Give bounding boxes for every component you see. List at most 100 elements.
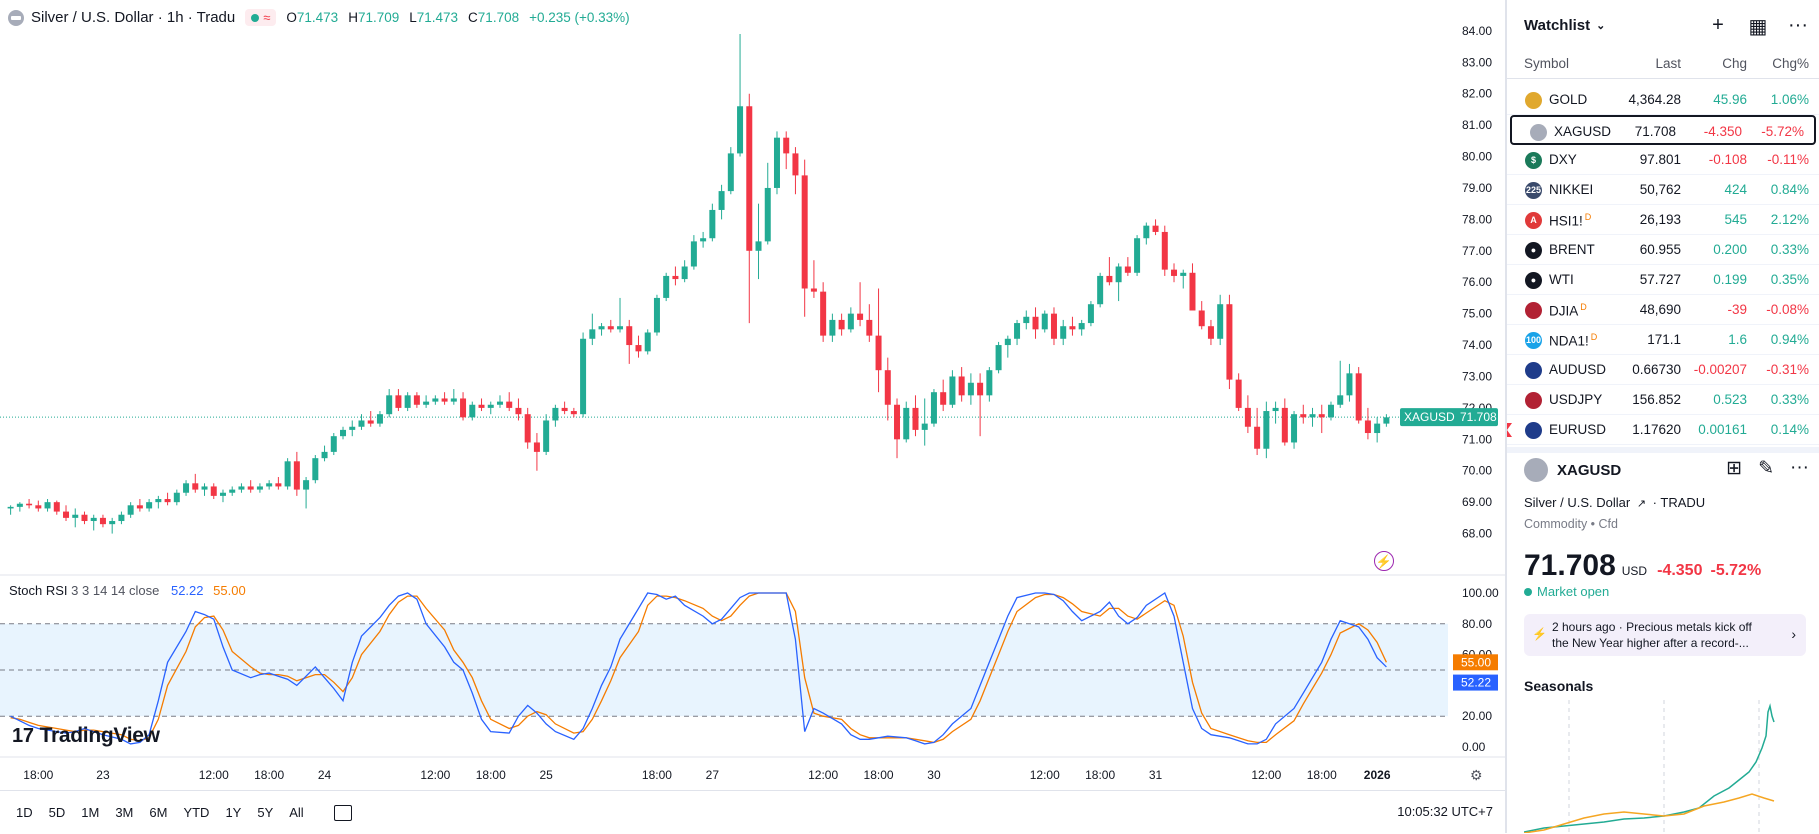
range-1d-button[interactable]: 1D — [16, 805, 33, 820]
tradingview-logo[interactable]: 17 TradingView — [12, 724, 160, 748]
seasonals-chart[interactable] — [1524, 700, 1809, 833]
candle-body — [81, 514, 88, 522]
add-symbol-plus-icon[interactable]: + — [1712, 14, 1724, 36]
candle-body — [1226, 304, 1233, 380]
watchlist-row-audusd[interactable]: AUDUSD 0.66730 -0.00207 -0.31% — [1507, 355, 1819, 385]
data-status-badge[interactable]: ≈ — [245, 9, 277, 26]
time-axis-label: 18:00 — [254, 768, 284, 782]
watchlist-pct: -5.72% — [1761, 124, 1804, 139]
watchlist-row-brent[interactable]: ● BRENT 60.955 0.200 0.33% — [1507, 235, 1819, 265]
col-last[interactable]: Last — [1655, 56, 1681, 71]
details-price: 71.708 — [1524, 549, 1616, 582]
tradingview-mark-icon: 17 — [12, 724, 34, 747]
seasonals-line-green — [1524, 703, 1775, 833]
time-axis-label: 18:00 — [1085, 768, 1115, 782]
news-line-1: 2 hours ago · Precious metals kick off — [1552, 620, 1752, 634]
panel-divider[interactable] — [1507, 447, 1819, 453]
range-ytd-button[interactable]: YTD — [183, 805, 210, 820]
details-price-row: 71.708 USD -4.350 -5.72% — [1524, 549, 1761, 583]
silver-icon — [1524, 458, 1548, 482]
range-6m-button[interactable]: 6M — [149, 805, 168, 820]
price-tick-label: 80.00 — [1462, 150, 1492, 164]
details-name[interactable]: Silver / U.S. Dollar — [1524, 495, 1631, 510]
settings-gear-icon[interactable]: ⚙ — [1470, 767, 1483, 783]
watchlist-row-djia[interactable]: DJIA D 48,690 -39 -0.08% — [1507, 295, 1819, 325]
details-type: Commodity • Cfd — [1524, 517, 1618, 531]
external-link-icon[interactable]: ↗ — [1636, 498, 1647, 510]
watchlist-row-wti[interactable]: ● WTI 57.727 0.199 0.35% — [1507, 265, 1819, 295]
col-chg[interactable]: Chg — [1722, 56, 1747, 71]
details-toolbar: ⊞ ✎ ··· — [1726, 457, 1809, 480]
time-axis-label: 12:00 — [808, 768, 838, 782]
watchlist-row-dxy[interactable]: $ DXY 97.801 -0.108 -0.11% — [1507, 145, 1819, 175]
watchlist-last: 71.708 — [1634, 124, 1676, 139]
candle-body — [598, 326, 605, 330]
candle-body — [1171, 269, 1178, 276]
candle-body — [413, 395, 420, 405]
candle-body — [7, 506, 14, 509]
seasonals-title[interactable]: Seasonals — [1524, 678, 1594, 694]
range-all-button[interactable]: All — [289, 805, 304, 820]
watchlist-row-eurusd[interactable]: EURUSD 1.17620 0.00161 0.14% — [1507, 415, 1819, 445]
candle-body — [570, 411, 577, 415]
price-chart[interactable]: 84.00 83.00 82.00 81.00 80.00 79.00 78.00 77.00… — [0, 0, 1505, 790]
watchlist-last: 0.66730 — [1632, 362, 1681, 377]
candle-body — [118, 514, 125, 522]
price-tick-label: 73.00 — [1462, 369, 1492, 383]
more-options-icon[interactable]: ··· — [1788, 14, 1808, 36]
edit-note-icon[interactable]: ✎ — [1758, 458, 1775, 479]
range-3m-button[interactable]: 3M — [115, 805, 134, 820]
details-exchange[interactable]: TRADU — [1660, 495, 1706, 510]
candle-body — [672, 275, 679, 280]
candle-body — [1346, 373, 1353, 396]
candle-body — [72, 514, 79, 518]
brent-drop-icon: ● — [1525, 242, 1542, 259]
watchlist-row-gold[interactable]: GOLD 4,364.28 45.96 1.06% — [1507, 85, 1819, 115]
details-more-icon[interactable]: ··· — [1790, 457, 1809, 478]
lightning-icon[interactable]: ⚡ — [1374, 551, 1394, 571]
candle-body — [1244, 407, 1251, 427]
watchlist-title-dropdown[interactable]: Watchlist ⌄ — [1524, 17, 1605, 34]
flag-marker-icon[interactable] — [1507, 423, 1512, 437]
price-tick-label: 68.00 — [1462, 527, 1492, 541]
watchlist-chg: -0.00207 — [1693, 362, 1747, 377]
nasdaq-icon: 100 — [1525, 332, 1542, 349]
watchlist-row-nikkei[interactable]: 225 NIKKEI 50,762 424 0.84% — [1507, 175, 1819, 205]
news-headline-card[interactable]: ⚡ 2 hours ago · Precious metals kick off… — [1524, 614, 1806, 656]
details-header[interactable]: XAGUSD — [1524, 458, 1621, 482]
goto-date-calendar-icon[interactable] — [333, 804, 352, 821]
candle-body — [690, 241, 697, 267]
col-chg-pct[interactable]: Chg% — [1772, 56, 1809, 71]
last-price-tag-symbol: XAGUSD — [1404, 410, 1455, 424]
chart-area[interactable]: 84.00 83.00 82.00 81.00 80.00 79.00 78.00 77.00… — [0, 0, 1507, 833]
watchlist-symbol: DJIA D — [1549, 302, 1587, 319]
chart-title[interactable]: Silver / U.S. Dollar · 1h · Tradu — [31, 9, 236, 26]
watchlist-row-usdjpy[interactable]: USDJPY 156.852 0.523 0.33% — [1507, 385, 1819, 415]
indicator-params: 3 3 14 14 close — [71, 583, 160, 598]
candle-body — [487, 404, 494, 408]
watchlist-pct: 0.33% — [1770, 392, 1809, 407]
candle-body — [884, 370, 891, 405]
col-symbol[interactable]: Symbol — [1524, 56, 1570, 71]
candle-body — [1143, 225, 1150, 239]
watchlist-row-nda1[interactable]: 100 NDA1! D 171.1 1.6 0.94% — [1507, 325, 1819, 355]
watchlist-symbol: GOLD — [1549, 92, 1588, 107]
layout-grid-icon[interactable]: ⊞ — [1726, 458, 1743, 479]
stoch-rsi-legend[interactable]: Stoch RSI 3 3 14 14 close 52.22 55.00 — [9, 583, 246, 598]
candle-body — [376, 414, 383, 424]
advanced-view-icon[interactable]: ▦ — [1748, 16, 1768, 38]
watchlist-row-xagusd[interactable]: XAGUSD 71.708 -4.350 -5.72% — [1510, 115, 1816, 145]
range-5d-button[interactable]: 5D — [48, 805, 66, 820]
candle-body — [773, 137, 780, 188]
clock-timezone[interactable]: 10:05:32 UTC+7 — [1397, 804, 1493, 819]
news-bolt-icon: ⚡ — [1532, 627, 1547, 641]
candle-body — [275, 483, 282, 487]
candle-body — [894, 404, 901, 440]
watchlist-row-hsi1[interactable]: A HSI1! D 26,193 545 2.12% — [1507, 205, 1819, 235]
range-1m-button[interactable]: 1M — [81, 805, 100, 820]
candle-body — [1023, 316, 1030, 324]
indicator-d-value: 55.00 — [213, 583, 246, 598]
candle-body — [469, 404, 476, 418]
range-5y-button[interactable]: 5Y — [257, 805, 274, 820]
range-1y-button[interactable]: 1Y — [225, 805, 242, 820]
